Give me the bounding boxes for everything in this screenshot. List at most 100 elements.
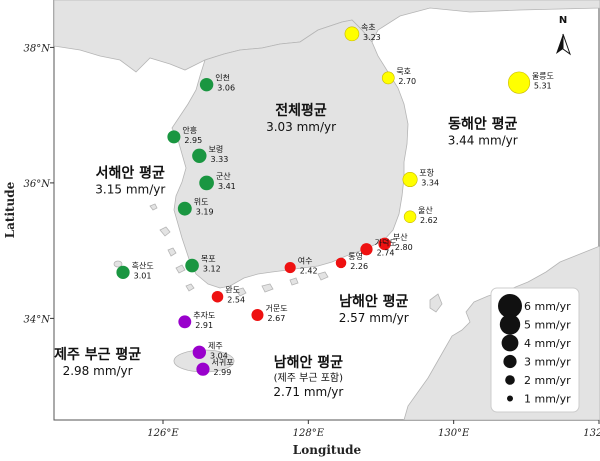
station-value: 2.95 bbox=[184, 136, 202, 145]
station-name: 울릉도 bbox=[532, 72, 554, 81]
station-value: 2.74 bbox=[377, 248, 395, 257]
station-value: 3.41 bbox=[218, 182, 236, 191]
station-value: 3.33 bbox=[211, 155, 229, 164]
y-tick-label: 36°N bbox=[24, 179, 52, 190]
region-title: 제주 부근 평균 bbox=[54, 346, 141, 363]
station-marker-5 bbox=[403, 210, 417, 223]
station-marker-21 bbox=[196, 362, 210, 376]
station-name: 완도 bbox=[225, 286, 240, 295]
station-name: 거문도 bbox=[265, 304, 287, 313]
station-value: 3.04 bbox=[210, 351, 228, 360]
north-arrow-right bbox=[562, 33, 571, 56]
region-value: 3.44 mm/yr bbox=[448, 134, 518, 148]
station-marker-8 bbox=[192, 148, 207, 164]
station-value: 2.99 bbox=[214, 368, 232, 377]
station-name: 인천 bbox=[215, 73, 230, 83]
x-tick-label: 130°E bbox=[438, 428, 470, 439]
station-marker-10 bbox=[177, 201, 192, 216]
station-value: 2.67 bbox=[267, 314, 285, 323]
x-tick-label: 128°E bbox=[293, 428, 325, 439]
legend-marker bbox=[507, 395, 513, 402]
station-marker-6 bbox=[199, 77, 214, 92]
station-name: 흑산도 bbox=[132, 260, 154, 270]
station-value: 3.34 bbox=[421, 179, 439, 188]
region-subtitle: (제주 부근 포함) bbox=[274, 372, 343, 384]
region-value: 2.57 mm/yr bbox=[339, 311, 409, 325]
station-value: 3.23 bbox=[363, 33, 381, 42]
legend-label: 5 mm/yr bbox=[524, 319, 571, 332]
station-marker-3 bbox=[508, 71, 531, 94]
north-arrow-label: N bbox=[559, 15, 567, 26]
heuksando-island bbox=[113, 260, 123, 268]
region-title: 서해안 평균 bbox=[96, 164, 165, 181]
station-name: 제주 bbox=[208, 341, 223, 350]
station-name: 통영 bbox=[348, 251, 363, 261]
legend-label: 4 mm/yr bbox=[524, 337, 571, 350]
station-name: 군산 bbox=[216, 171, 231, 181]
korean-peninsula bbox=[171, 19, 409, 289]
station-marker-19 bbox=[178, 315, 192, 329]
station-name: 묵호 bbox=[396, 67, 411, 76]
north-arrow-left bbox=[556, 34, 563, 54]
region-value: 3.15 mm/yr bbox=[95, 182, 165, 196]
x-tick-label: 132°E bbox=[583, 428, 600, 439]
station-name: 서귀포 bbox=[212, 357, 234, 367]
station-marker-9 bbox=[199, 175, 214, 191]
station-value: 3.12 bbox=[203, 265, 221, 274]
station-value: 2.70 bbox=[398, 77, 416, 86]
region-title: 동해안 평균 bbox=[448, 116, 517, 133]
station-marker-17 bbox=[211, 290, 224, 303]
west-islands bbox=[149, 203, 195, 292]
station-name: 가덕도 bbox=[375, 237, 397, 247]
y-tick-label: 34°N bbox=[24, 314, 52, 325]
station-name: 위도 bbox=[194, 198, 209, 207]
station-marker-7 bbox=[167, 130, 181, 144]
station-value: 2.62 bbox=[420, 216, 438, 225]
region-title: 남해안 평균 bbox=[339, 293, 408, 310]
station-marker-13 bbox=[378, 237, 391, 251]
station-marker-1 bbox=[344, 26, 360, 42]
y-axis-label: Latitude bbox=[3, 181, 17, 238]
legend-label: 2 mm/yr bbox=[524, 374, 571, 387]
south-islands bbox=[235, 271, 329, 297]
region-value: 2.98 mm/yr bbox=[63, 364, 133, 378]
region-value: 2.71 mm/yr bbox=[273, 385, 343, 399]
y-tick-label: 38°N bbox=[24, 43, 52, 54]
station-name: 여수 bbox=[298, 256, 313, 266]
station-name: 울산 bbox=[418, 205, 433, 215]
station-marker-15 bbox=[335, 257, 347, 269]
station-name: 안흥 bbox=[182, 125, 197, 135]
station-value: 3.06 bbox=[217, 84, 235, 93]
region-value: 3.03 mm/yr bbox=[266, 120, 336, 134]
x-axis-label: Longitude bbox=[293, 443, 362, 457]
region-title: 전체평균 bbox=[275, 102, 327, 119]
station-marker-12 bbox=[185, 258, 199, 273]
station-name: 포항 bbox=[419, 169, 434, 178]
station-marker-14 bbox=[360, 243, 373, 256]
station-value: 5.31 bbox=[534, 82, 552, 91]
station-name: 부산 bbox=[393, 232, 408, 242]
station-marker-4 bbox=[402, 172, 418, 188]
station-name: 추자도 bbox=[193, 311, 215, 320]
legend-label: 6 mm/yr bbox=[524, 300, 571, 313]
legend-marker bbox=[503, 354, 517, 369]
legend-marker bbox=[501, 334, 519, 352]
north-arrow: N bbox=[556, 15, 571, 56]
station-name: 보령 bbox=[209, 145, 224, 154]
station-value: 2.54 bbox=[227, 296, 245, 305]
station-value: 3.01 bbox=[134, 271, 152, 280]
station-name: 목포 bbox=[201, 255, 216, 264]
station-value: 2.42 bbox=[300, 267, 318, 276]
station-marker-16 bbox=[284, 262, 296, 274]
station-marker-18 bbox=[251, 308, 264, 322]
station-name: 속초 bbox=[361, 23, 376, 32]
station-value: 2.91 bbox=[195, 321, 213, 330]
legend-label: 3 mm/yr bbox=[524, 356, 571, 369]
legend-marker bbox=[499, 314, 521, 335]
station-marker-11 bbox=[116, 265, 130, 279]
station-marker-20 bbox=[192, 345, 207, 359]
region-title: 남해안 평균 bbox=[274, 354, 343, 371]
legend-marker bbox=[505, 375, 515, 385]
